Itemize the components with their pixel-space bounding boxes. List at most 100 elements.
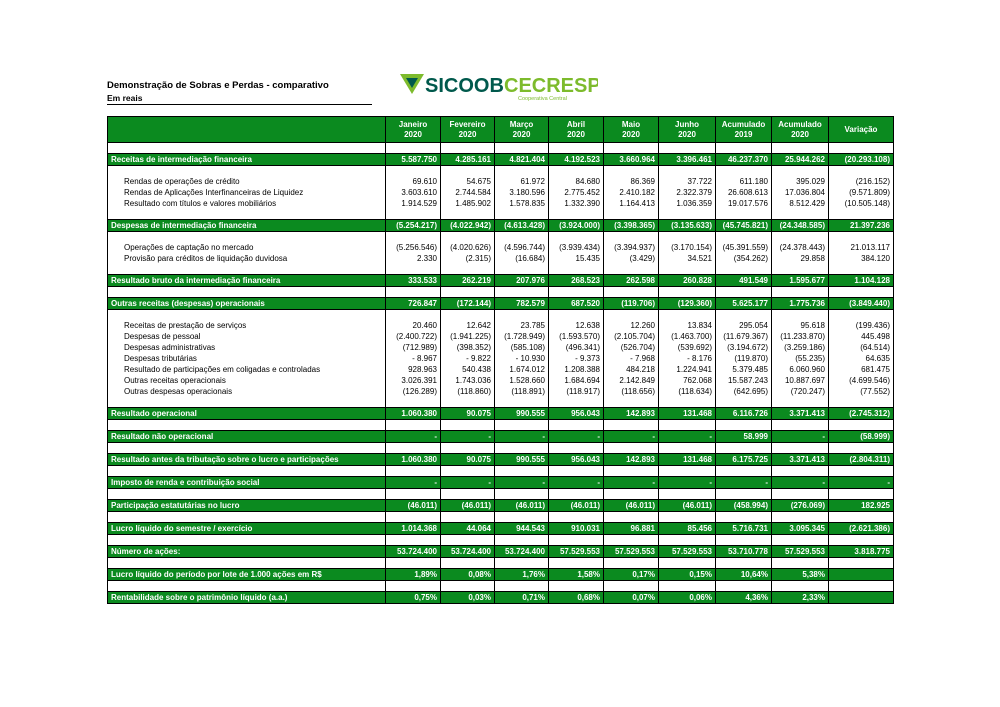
spacer-cell xyxy=(603,465,659,477)
spacer-cell xyxy=(440,557,495,569)
value-cell: 207.976 xyxy=(494,274,549,287)
value-cell: 1.060.380 xyxy=(385,453,441,466)
value-cell: - xyxy=(548,430,604,443)
spacer-cell xyxy=(385,309,441,320)
spacer-cell xyxy=(494,142,549,154)
spacer-cell xyxy=(494,511,549,523)
value-cell: 0,71% xyxy=(494,591,549,604)
spacer-cell xyxy=(385,419,441,431)
spacer-cell xyxy=(385,286,441,298)
spacer-cell xyxy=(828,231,894,242)
value-cell: 57.529.553 xyxy=(603,545,659,558)
row-label: Operações de captação no mercado xyxy=(107,242,386,253)
value-cell: (2.745.312) xyxy=(828,407,894,420)
spacer-cell xyxy=(715,231,772,242)
value-cell: 12.260 xyxy=(603,320,659,331)
value-cell: 3.371.413 xyxy=(771,407,829,420)
spacer-cell xyxy=(771,580,829,592)
value-cell: 2.410.182 xyxy=(603,187,659,198)
spacer-cell xyxy=(603,165,659,176)
spacer-cell xyxy=(494,165,549,176)
value-cell: (3.135.633) xyxy=(658,219,716,232)
spacer-cell xyxy=(440,264,495,275)
row-label: Outras receitas operacionais xyxy=(107,375,386,386)
value-cell: 295.054 xyxy=(715,320,772,331)
value-cell: (539.692) xyxy=(658,342,716,353)
row-label: Participação estatutárias no lucro xyxy=(107,499,386,512)
value-cell: (3.429) xyxy=(603,253,659,264)
value-cell: 26.608.613 xyxy=(715,187,772,198)
spacer-cell xyxy=(385,465,441,477)
column-header: Fevereiro 2020 xyxy=(440,116,495,143)
value-cell: (58.999) xyxy=(828,430,894,443)
total-row: Número de ações: 53.724.400 53.724.400 53.7… xyxy=(107,545,894,558)
value-cell: (4.596.744) xyxy=(494,242,549,253)
value-cell: - xyxy=(771,430,829,443)
spacer-row xyxy=(107,309,894,320)
value-cell: - xyxy=(385,430,441,443)
value-cell: (4.022.942) xyxy=(440,219,495,232)
row-label: Despesas tributárias xyxy=(107,353,386,364)
spacer-cell xyxy=(715,488,772,500)
spacer-cell xyxy=(715,442,772,454)
value-cell: 956.043 xyxy=(548,407,604,420)
spacer-cell xyxy=(494,231,549,242)
logo: SICOOB CECRESP Cooperativa Central xyxy=(400,74,598,102)
value-cell: 182.925 xyxy=(828,499,894,512)
row-label: Resultado não operacional xyxy=(107,430,386,443)
value-cell: (720.247) xyxy=(771,386,829,397)
value-cell: 64.635 xyxy=(828,353,894,364)
spacer-cell xyxy=(440,442,495,454)
total-row: Rentabilidade sobre o patrimônio líquido… xyxy=(107,591,894,604)
value-cell: (5.254.217) xyxy=(385,219,441,232)
spacer-cell xyxy=(107,264,386,275)
value-cell: 44.064 xyxy=(440,522,495,535)
spacer-cell xyxy=(440,231,495,242)
spacer-cell xyxy=(603,309,659,320)
logo-brand: SICOOB xyxy=(425,75,504,97)
row-label: Rentabilidade sobre o patrimônio líquido… xyxy=(107,591,386,604)
value-cell: 260.828 xyxy=(658,274,716,287)
column-header-line: Variação xyxy=(844,124,878,134)
value-cell: 10.887.697 xyxy=(771,375,829,386)
spacer-cell xyxy=(548,580,604,592)
spacer-cell xyxy=(715,286,772,298)
value-cell: 1.674.012 xyxy=(494,364,549,375)
detail-row: Operações de captação no mercado (5.256.5… xyxy=(107,242,894,253)
value-cell: 1.528.660 xyxy=(494,375,549,386)
value-cell: 53.710.778 xyxy=(715,545,772,558)
value-cell: 3.818.775 xyxy=(828,545,894,558)
value-cell: 13.834 xyxy=(658,320,716,331)
report-subtitle: Em reais xyxy=(107,93,372,105)
spacer-cell xyxy=(548,165,604,176)
value-cell: (16.684) xyxy=(494,253,549,264)
value-cell: 1.578.835 xyxy=(494,198,549,209)
column-header: Acumulado 2019 xyxy=(715,116,772,143)
value-cell: - xyxy=(440,430,495,443)
value-cell: 0,68% xyxy=(548,591,604,604)
spacer-cell xyxy=(385,231,441,242)
row-label: Receitas de prestação de serviços xyxy=(107,320,386,331)
spacer-cell xyxy=(658,286,716,298)
spacer-cell xyxy=(658,231,716,242)
results-table: Janeiro 2020 Fevereiro 2020 Março 2020 Abril 20… xyxy=(107,116,894,604)
value-cell: (642.695) xyxy=(715,386,772,397)
spacer-cell xyxy=(771,488,829,500)
spacer-cell xyxy=(771,165,829,176)
logo-name: CECRESP xyxy=(504,75,598,97)
value-cell: (3.849.440) xyxy=(828,297,894,310)
total-row: Lucro líquido do semestre / exercício 1.0… xyxy=(107,522,894,535)
value-cell: - xyxy=(440,476,495,489)
value-cell: - xyxy=(603,430,659,443)
value-cell: 0,03% xyxy=(440,591,495,604)
value-cell: (119.706) xyxy=(603,297,659,310)
detail-row: Resultado com títulos e valores mobiliár… xyxy=(107,198,894,209)
value-cell: - 10.930 xyxy=(494,353,549,364)
value-cell: 5.625.177 xyxy=(715,297,772,310)
row-label: Número de ações: xyxy=(107,545,386,558)
spacer-cell xyxy=(771,419,829,431)
value-cell: 57.529.553 xyxy=(548,545,604,558)
spacer-cell xyxy=(771,231,829,242)
row-label: Imposto de renda e contribuição social xyxy=(107,476,386,489)
